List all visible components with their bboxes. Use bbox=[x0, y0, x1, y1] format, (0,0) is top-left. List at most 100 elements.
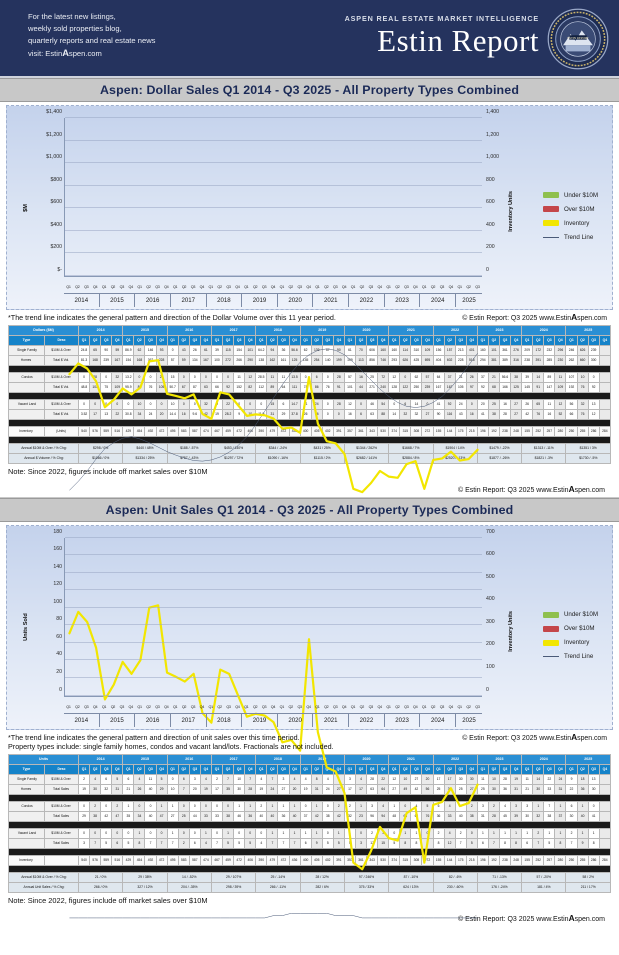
table-annual-cell: $1351 / 3% bbox=[565, 442, 611, 454]
y2-axis-tick: 800 bbox=[486, 176, 495, 183]
chart2-year-band: 2014 2015 2016 2017 2018 2019 2020 2021 2022 2023… bbox=[64, 712, 482, 727]
x-axis-tick: Q2 bbox=[252, 285, 258, 289]
table-quarter-header: Q4 bbox=[554, 763, 567, 775]
y-axis-tick: 180 bbox=[53, 528, 62, 535]
table-cell: 166 bbox=[498, 381, 512, 393]
table-cell: 36 bbox=[576, 783, 589, 795]
table-cell: 31 bbox=[554, 783, 567, 795]
gridline bbox=[65, 677, 482, 679]
unit-sales-chart: Units Sold Inventory Units 0 20 40 60 80 100 1… bbox=[6, 524, 613, 730]
x-axis-tick: Q2 bbox=[288, 704, 294, 709]
legend-label: Trend Line bbox=[563, 233, 594, 241]
gridline bbox=[65, 571, 482, 573]
unit-sales-copyright: © Estin Report: Q3 2025 www.EstinAspen.c… bbox=[462, 731, 607, 742]
table-quarter-header: Q1 bbox=[565, 334, 578, 346]
table-row: Condos $10M & Over 0 28 0 32 13.2 0 0 25 15 0 0 0 0 0 11… bbox=[8, 371, 612, 383]
x-axis-tick: Q4 bbox=[341, 285, 347, 289]
chart1-lines bbox=[65, 118, 482, 535]
table-row-type2 bbox=[8, 408, 45, 420]
year-label: 2016 bbox=[135, 713, 171, 727]
table-annual-cell: 176 / -24% bbox=[476, 881, 523, 893]
table-cell: 238 bbox=[498, 425, 512, 437]
table-cell bbox=[598, 408, 612, 420]
x-axis-tick: Q4 bbox=[448, 704, 454, 709]
x-axis-tick: Q1 bbox=[386, 704, 391, 709]
table-cell: 18 bbox=[576, 773, 589, 785]
gridline bbox=[65, 275, 482, 276]
y2-axis-tick: 400 bbox=[486, 596, 495, 603]
table-cell: 9 bbox=[576, 837, 589, 849]
x-axis-tick: Q2 bbox=[430, 285, 436, 289]
x-axis-tick: Q1 bbox=[137, 285, 142, 289]
table-cell: 0 bbox=[587, 800, 600, 812]
gridline bbox=[65, 117, 482, 118]
x-axis-tick: Q3 bbox=[404, 285, 409, 289]
y-axis-tick: $- bbox=[57, 267, 62, 273]
table-cell: 91 bbox=[532, 381, 545, 393]
table-cell: 155 bbox=[521, 425, 534, 437]
dollar-sales-chart: $M Inventory Units $- $200 $400 $600 $800 $1,… bbox=[6, 105, 613, 310]
trend-line bbox=[69, 913, 477, 918]
unit-sales-note-row: *The trend line indicates the general pa… bbox=[0, 730, 619, 754]
table-cell: 76 bbox=[576, 381, 589, 393]
year-label: 2016 bbox=[135, 294, 171, 307]
x-axis-tick: Q4 bbox=[448, 285, 454, 289]
table-cell: 107 bbox=[565, 371, 578, 383]
x-axis-tick: Q4 bbox=[306, 704, 311, 709]
table-header-quarters: Type Desc Q1 Q2 Q3 Q4 Q1 Q2 Q3 Q4 Q1 Q2 Q3 Q4 Q1 Q2 Q3 Q4… bbox=[8, 763, 612, 775]
table-cell: 239 bbox=[587, 344, 600, 356]
table-quarter-header: Q3 bbox=[543, 763, 556, 775]
table-cell: 1 bbox=[498, 827, 512, 839]
y-axis-tick: 140 bbox=[53, 563, 62, 570]
legend-label: Under $10M bbox=[563, 611, 598, 619]
dollar-sales-note-row: *The trend line indicates the general pa… bbox=[0, 310, 619, 325]
table-cell: 248 bbox=[510, 854, 523, 866]
table-annual-cell: $1877 / -26% bbox=[476, 452, 523, 464]
legend-item: Under $10M bbox=[542, 192, 598, 199]
legend-item: Trend Line bbox=[542, 233, 598, 241]
x-axis-tick: Q4 bbox=[128, 285, 134, 289]
table-quarter-header: Q4 bbox=[598, 763, 612, 775]
table-cell: 38 bbox=[510, 371, 523, 383]
table-cell: 89 bbox=[543, 371, 556, 383]
table-cell: 21 bbox=[521, 783, 534, 795]
table-cell: 1 bbox=[587, 827, 600, 839]
x-axis-tick: Q3 bbox=[333, 285, 338, 289]
y-axis-tick: $1,200 bbox=[46, 131, 62, 138]
table-cell bbox=[598, 773, 612, 785]
table-cell: 280 bbox=[554, 854, 567, 866]
legend-item: Under $10M bbox=[542, 611, 598, 619]
table-cell: 660 bbox=[576, 354, 589, 366]
table-row: Single Family $10M & Over 24.8 65 90 59 86.9 62… bbox=[8, 344, 612, 356]
table-cell: 381 bbox=[487, 354, 500, 366]
table-cell bbox=[598, 800, 612, 812]
x-axis-tick: Q1 bbox=[66, 704, 71, 709]
x-axis-tick: Q3 bbox=[439, 704, 445, 709]
legend-item: Trend Line bbox=[542, 653, 598, 660]
x-axis-tick: Q3 bbox=[84, 285, 89, 289]
legend-item: Over $10M bbox=[542, 206, 598, 213]
table-cell: 192 bbox=[487, 425, 500, 437]
legend-swatch-icon bbox=[542, 236, 559, 238]
table-cell: 56 bbox=[565, 398, 578, 410]
table-cell: 76 bbox=[532, 408, 545, 420]
y2-axis-tick: 1,400 bbox=[486, 109, 499, 115]
table-year-header: 2023 bbox=[476, 753, 523, 765]
x-axis-tick: Q1 bbox=[244, 704, 249, 709]
y-axis-tick: 40 bbox=[56, 651, 62, 658]
table-cell: 284 bbox=[598, 425, 612, 437]
y-axis-tick: $400 bbox=[50, 221, 62, 228]
section1-footer-copyright: © Estin Report: Q3 2025 www.EstinAspen.c… bbox=[457, 483, 605, 494]
legend-item: Over $10M bbox=[542, 625, 598, 632]
gridline bbox=[65, 641, 482, 643]
table-quarter-header: Q4 bbox=[554, 334, 567, 346]
x-axis-tick: Q3 bbox=[261, 704, 267, 709]
table-cell: 391 bbox=[532, 354, 545, 366]
svg-text:ESTIN REPORT: ESTIN REPORT bbox=[567, 36, 588, 40]
year-label: 2020 bbox=[278, 713, 314, 727]
y2-axis-tick: 200 bbox=[486, 641, 495, 648]
table-cell: 1 bbox=[487, 827, 500, 839]
x-axis-tick: Q4 bbox=[92, 704, 98, 709]
year-label: 2020 bbox=[278, 294, 314, 307]
table-cell: 1 bbox=[543, 827, 556, 839]
